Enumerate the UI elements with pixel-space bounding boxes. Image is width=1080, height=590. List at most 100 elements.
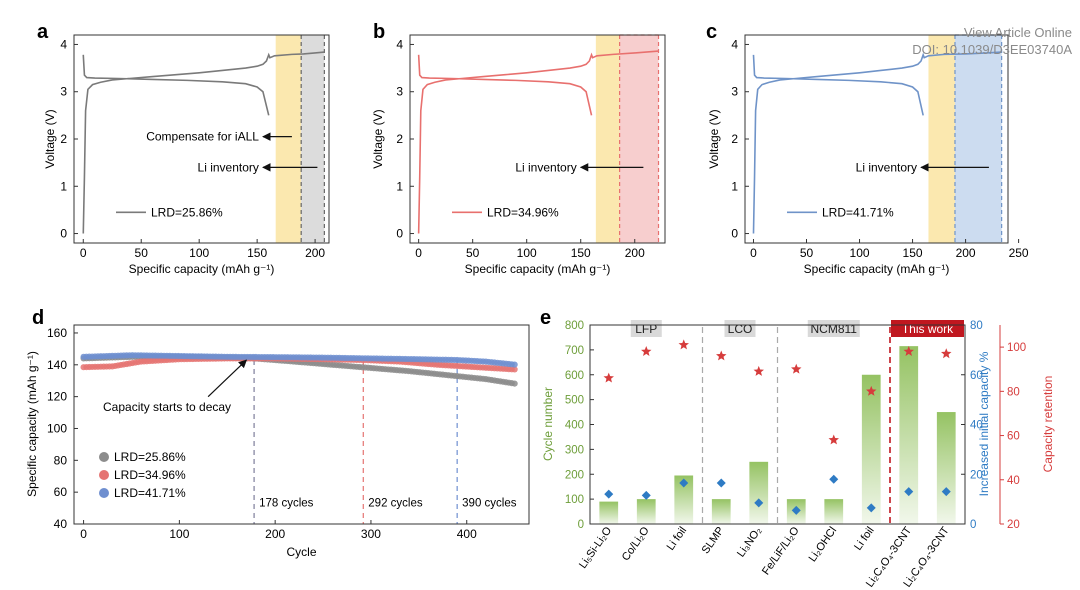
li-inventory-shaded-region (954, 35, 1002, 243)
y-tick-label-left: 800 (565, 320, 584, 332)
y-axis-label-right2: Capacity retention (1041, 376, 1055, 473)
y-tick-label: 4 (396, 37, 403, 51)
category-label: Li foil (665, 525, 690, 553)
y-tick-label-right2: 40 (1007, 475, 1020, 487)
y-tick-label: 4 (60, 37, 67, 51)
x-tick-label: 100 (169, 527, 189, 541)
discharge-curve (82, 54, 270, 116)
category-label: Li foil (852, 525, 877, 553)
series-2 (80, 352, 518, 368)
y-tick-label: 4 (731, 37, 738, 51)
y-tick-label-right1: 20 (970, 469, 983, 481)
group-label: This work (902, 322, 954, 336)
x-axis-label: Cycle (286, 545, 316, 559)
y-tick-label-right1: 60 (970, 370, 983, 382)
increased-capacity-marker (641, 490, 651, 500)
legend-marker (99, 452, 109, 462)
panel-letter: c (706, 21, 717, 43)
y-axis-label: Voltage (V) (707, 109, 721, 168)
y-tick-label-left: 700 (565, 345, 584, 357)
y-tick-label: 2 (731, 132, 738, 146)
capacity-retention-marker (753, 365, 764, 376)
decay-onset-label: 178 cycles (259, 497, 314, 509)
y-tick-label: 120 (47, 390, 67, 404)
panel-b: b 0 50 100 150 200 0 1 2 3 4 Specific capacity (mAh… (371, 21, 666, 276)
doi-text: DOI: 10.1039/D3EE03740A (912, 42, 1072, 57)
cycle-number-bar (861, 374, 881, 524)
decay-onset-label: 390 cycles (462, 497, 517, 509)
x-tick-label: 50 (135, 246, 149, 260)
y-tick-label: 1 (60, 179, 67, 193)
category-label: Li₃NO₂ (735, 525, 764, 560)
legend-marker (99, 470, 109, 480)
y-axis-label: Voltage (V) (371, 109, 385, 168)
y-tick-label: 3 (396, 85, 403, 99)
y-tick-label: 100 (47, 421, 67, 435)
x-tick-label: 150 (903, 246, 923, 260)
li-inventory-shaded-region (619, 35, 659, 243)
legend-label: LRD=41.71% (114, 486, 186, 500)
group-label-box (807, 320, 860, 337)
increased-capacity-marker (829, 474, 839, 484)
legend-label: LRD=41.71% (822, 205, 894, 219)
li-inventory-shaded-region (301, 35, 325, 243)
charge-curve (752, 51, 1002, 234)
panel-letter: d (32, 307, 44, 329)
y-tick-label: 40 (54, 517, 68, 531)
annotation-arrow (207, 359, 248, 398)
y-tick-label: 1 (396, 179, 403, 193)
capacity-retention-marker (866, 385, 877, 396)
y-tick-label-left: 100 (565, 494, 584, 506)
category-label: Li₂OHCl (807, 525, 840, 564)
y-tick-label: 0 (731, 227, 738, 241)
y-axis-label-right1: Increased initial capacity % (977, 351, 991, 496)
group-label: NCM811 (811, 322, 858, 336)
y-tick-label: 80 (54, 453, 68, 467)
x-axis-label: Specific capacity (mAh g⁻¹) (804, 262, 950, 276)
y-tick-label-right2: 60 (1007, 431, 1020, 443)
yellow-shaded-region (595, 35, 620, 243)
category-label: SLMP (700, 525, 727, 556)
x-tick-label: 100 (189, 246, 209, 260)
panel-c: c 0 50 100 150 200 250 0 1 2 3 4 Specific capacity (… (706, 21, 1029, 276)
x-tick-label: 300 (361, 527, 381, 541)
increased-capacity-marker (604, 489, 614, 499)
y-tick-label-left: 500 (565, 395, 584, 407)
y-tick-label-left: 0 (578, 519, 584, 531)
group-label: LFP (635, 322, 657, 336)
capacity-retention-marker (678, 339, 689, 350)
legend-label: LRD=34.96% (114, 468, 186, 482)
y-tick-label-left: 300 (565, 444, 584, 456)
y-tick-label-left: 400 (565, 420, 584, 432)
charge-curve (82, 51, 325, 234)
x-tick-label: 50 (800, 246, 814, 260)
x-tick-label: 100 (517, 246, 537, 260)
y-tick-label-right2: 20 (1007, 519, 1020, 531)
x-tick-label: 150 (571, 246, 591, 260)
panel-letter: a (37, 21, 49, 43)
x-tick-label: 200 (956, 246, 976, 260)
y-tick-label-right2: 100 (1007, 342, 1026, 354)
group-label-box (724, 320, 756, 337)
increased-capacity-marker (904, 487, 914, 497)
group-label-box (630, 320, 662, 337)
y-axis-label-left: Cycle number (541, 387, 555, 461)
cycle-number-bar (636, 499, 656, 524)
cycle-number-bar (899, 346, 919, 524)
panel-d: d 178 cycles 292 cycles 390 cycles 0 100 200 30… (25, 307, 530, 559)
cycle-number-bar (749, 461, 769, 524)
y-tick-label-left: 600 (565, 370, 584, 382)
panel-a: a 0 50 100 150 200 0 1 2 3 4 Specific capacity (mAh… (37, 21, 330, 276)
panel-letter: e (540, 307, 551, 329)
x-tick-label: 250 (1009, 246, 1029, 260)
y-tick-label-right1: 0 (970, 519, 976, 531)
y-tick-label: 140 (47, 358, 67, 372)
yellow-shaded-region (275, 35, 302, 243)
annotation-text: Li inventory (515, 160, 576, 174)
x-axis-label: Specific capacity (mAh g⁻¹) (129, 262, 275, 276)
group-label-box (891, 320, 964, 337)
capacity-retention-marker (641, 346, 652, 356)
legend-label: LRD=25.86% (151, 205, 223, 219)
view-article-online-link[interactable]: View Article Online (963, 25, 1072, 40)
